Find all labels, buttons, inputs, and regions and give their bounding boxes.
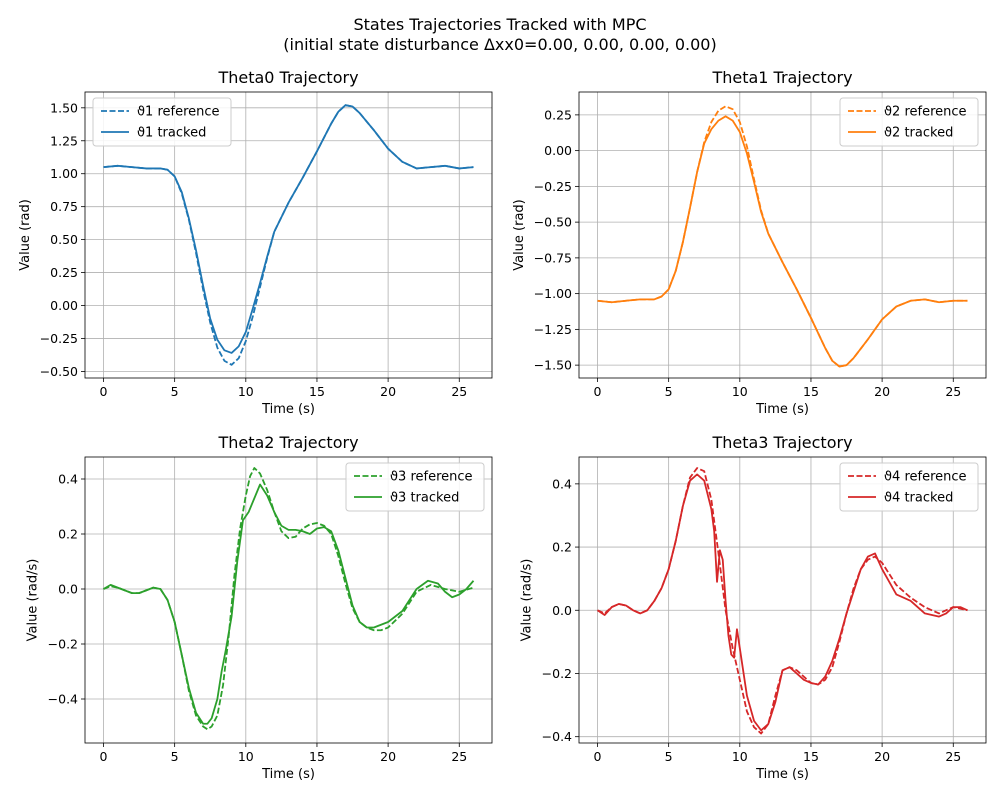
y-axis-label: Value (rad) [18, 199, 33, 271]
y-tick-label: −0.50 [40, 364, 78, 379]
y-tick-label: −0.4 [542, 729, 572, 744]
y-tick-label: −0.50 [534, 215, 572, 230]
x-tick-label: 10 [732, 384, 748, 399]
subplot-theta2: 0 5 10 15 20 25 −0.4 −0.2 0.0 0.2 0.4 Theta2 Trajec… [26, 433, 493, 782]
legend: ϑ4 reference ϑ4 tracked [839, 462, 979, 512]
subplot-title: Theta0 Trajectory [217, 68, 358, 87]
y-axis-label: Value (rad) [512, 199, 527, 271]
x-tick-label: 25 [451, 384, 467, 399]
y-axis-label: Value (rad/s) [520, 559, 535, 642]
subplot-title: Theta3 Trajectory [711, 433, 852, 452]
y-axis-label: Value (rad/s) [26, 559, 41, 642]
legend-box [839, 97, 979, 147]
x-tick-label: 10 [238, 384, 254, 399]
subplot-title: Theta2 Trajectory [217, 433, 358, 452]
subplot-theta3: 0 5 10 15 20 25 −0.4 −0.2 0.0 0.2 0.4 Theta3 Trajec… [520, 433, 987, 782]
legend-label: ϑ3 tracked [390, 491, 459, 506]
figure-title-line2: (initial state disturbance Δxx0=0.00, 0.… [283, 35, 716, 54]
y-tick-label: −0.2 [48, 637, 78, 652]
y-tick-label: 0.25 [544, 107, 572, 122]
legend-label: ϑ3 reference [390, 470, 473, 485]
x-tick-label: 20 [874, 384, 890, 399]
y-tick-label: −0.4 [48, 692, 78, 707]
x-tick-label: 5 [665, 384, 673, 399]
legend-box [92, 97, 232, 147]
x-tick-label: 5 [171, 749, 179, 764]
x-tick-label: 0 [100, 384, 108, 399]
legend: ϑ3 reference ϑ3 tracked [345, 462, 485, 512]
y-tick-label: 1.00 [50, 166, 78, 181]
legend-label: ϑ2 tracked [884, 126, 953, 141]
y-tick-label: −1.25 [534, 322, 572, 337]
y-tick-label: −0.75 [534, 250, 572, 265]
x-axis-label: Time (s) [755, 402, 809, 417]
y-tick-label: 0.25 [50, 265, 78, 280]
legend-label: ϑ1 tracked [137, 126, 206, 141]
axes-frame [84, 91, 493, 379]
y-tick-label: 0.0 [58, 582, 78, 597]
y-tick-label: 0.0 [552, 603, 572, 618]
y-tick-label: 0.2 [58, 527, 78, 542]
subplot-title: Theta1 Trajectory [711, 68, 852, 87]
x-tick-label: 0 [594, 749, 602, 764]
x-tick-label: 20 [380, 384, 396, 399]
subplot-theta1: 0 5 10 15 20 25 −1.50 −1.25 −1.00 −0.75 −0.50 −0.25… [512, 68, 987, 417]
y-tick-label: 0.2 [552, 540, 572, 555]
x-tick-label: 15 [309, 384, 325, 399]
x-tick-label: 25 [451, 749, 467, 764]
x-axis-label: Time (s) [755, 767, 809, 782]
series-line-tracked [103, 104, 474, 354]
legend-label: ϑ1 reference [137, 105, 220, 120]
x-tick-label: 10 [732, 749, 748, 764]
y-tick-label: 0.4 [58, 472, 78, 487]
y-tick-label: −0.25 [40, 331, 78, 346]
y-tick-label: −1.50 [534, 358, 572, 373]
x-tick-label: 20 [874, 749, 890, 764]
x-tick-label: 15 [309, 749, 325, 764]
x-tick-label: 15 [803, 384, 819, 399]
x-tick-label: 5 [171, 384, 179, 399]
x-tick-label: 25 [945, 749, 961, 764]
y-tick-label: 0.4 [552, 476, 572, 491]
x-tick-label: 0 [100, 749, 108, 764]
x-tick-label: 25 [945, 384, 961, 399]
axes-frame [84, 456, 493, 744]
legend-label: ϑ2 reference [884, 105, 967, 120]
axes-frame [578, 456, 987, 744]
series-line-tracked [597, 473, 968, 732]
x-tick-label: 0 [594, 384, 602, 399]
y-tick-label: −1.00 [534, 286, 572, 301]
x-axis-label: Time (s) [261, 767, 315, 782]
x-tick-label: 15 [803, 749, 819, 764]
series-line-tracked [103, 483, 475, 725]
y-tick-label: 0.00 [50, 298, 78, 313]
x-tick-label: 5 [665, 749, 673, 764]
y-tick-label: 1.50 [50, 100, 78, 115]
y-tick-label: −0.25 [534, 179, 572, 194]
legend: ϑ1 reference ϑ1 tracked [92, 97, 232, 147]
x-tick-label: 20 [380, 749, 396, 764]
y-tick-label: 0.50 [50, 232, 78, 247]
y-tick-label: −0.2 [542, 666, 572, 681]
axes-frame [578, 91, 987, 379]
figure-title-line1: States Trajectories Tracked with MPC [353, 15, 646, 34]
y-tick-label: 1.25 [50, 133, 78, 148]
x-tick-label: 10 [238, 749, 254, 764]
y-tick-label: 0.75 [50, 199, 78, 214]
legend-box [345, 462, 485, 512]
legend-box [839, 462, 979, 512]
legend: ϑ2 reference ϑ2 tracked [839, 97, 979, 147]
subplot-theta0: 0 5 10 15 20 25 −0.50 −0.25 0.00 0.25 0.50 0.75 1.00… [18, 68, 493, 417]
x-axis-label: Time (s) [261, 402, 315, 417]
legend-label: ϑ4 tracked [884, 491, 953, 506]
y-tick-label: 0.00 [544, 143, 572, 158]
series-line-tracked [597, 115, 968, 368]
legend-label: ϑ4 reference [884, 470, 967, 485]
